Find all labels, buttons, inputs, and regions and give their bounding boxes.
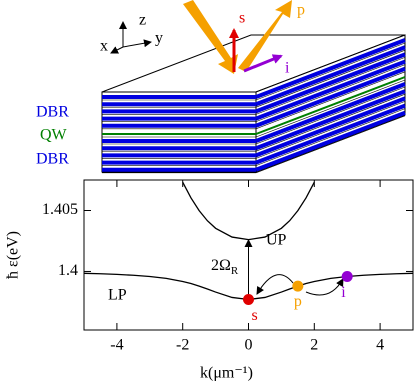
idler-beam <box>243 54 283 73</box>
layer <box>255 76 406 135</box>
state-label: s <box>252 307 258 324</box>
layer-edge <box>255 71 406 130</box>
state-label: i <box>341 284 346 301</box>
incident-beam <box>183 0 238 74</box>
scatter-arrow <box>256 274 294 295</box>
rabi-text: 2Ω <box>211 257 231 274</box>
x-tick-label: 4 <box>376 337 384 354</box>
beam-label: s <box>239 10 245 27</box>
layer <box>255 52 406 114</box>
axis-label: z <box>139 12 146 29</box>
curve-label: LP <box>108 287 127 304</box>
x-tick-label: 2 <box>310 337 318 354</box>
x-axis-arrow <box>110 46 124 54</box>
layer <box>255 45 406 107</box>
beam-label: p <box>297 2 305 19</box>
y-tick-label: 1.4 <box>58 262 78 279</box>
x-tick-label: -2 <box>176 337 189 354</box>
layer <box>255 89 406 151</box>
layer-edge <box>255 79 406 138</box>
layer-edge <box>255 57 406 115</box>
scatter-arrow <box>305 278 344 296</box>
microcavity-diagram: z y x s p i DBR QW DBR <box>36 0 406 174</box>
layer <box>255 103 406 165</box>
layer <box>255 38 406 99</box>
reflected-beam <box>238 0 292 72</box>
x-axis-label: k(μm⁻¹) <box>200 365 253 382</box>
layer <box>255 66 406 128</box>
state-point <box>292 280 304 292</box>
rabi-label: 2ΩR <box>211 257 239 277</box>
y-axis-label: ħ ε(eV) <box>5 231 22 279</box>
layer-edge <box>255 42 406 101</box>
dispersion-curve <box>182 181 315 241</box>
layer <box>255 59 406 121</box>
rabi-subscript: R <box>231 265 239 277</box>
curve-label: UP <box>266 232 287 249</box>
state-point <box>341 270 353 282</box>
axis-label: y <box>155 30 163 47</box>
state-point <box>243 294 254 306</box>
layer-label: QW <box>40 127 68 144</box>
beam-label: i <box>285 60 290 77</box>
layer-edge <box>255 49 406 108</box>
y-axis-arrow <box>122 39 152 48</box>
y-tick-label: 1.405 <box>42 201 78 218</box>
x-tick-label: -4 <box>110 337 123 354</box>
layer-label: DBR <box>36 104 69 121</box>
layer <box>255 82 406 143</box>
layer-label: DBR <box>36 151 69 168</box>
layer-edge <box>255 115 406 174</box>
layer-edge <box>255 86 406 145</box>
layer <box>255 96 406 158</box>
layer-edge <box>255 64 406 122</box>
layer-edge <box>255 108 406 166</box>
dispersion-plot: k(μm⁻¹) ħ ε(eV) -4 -2 0 2 41.41.405UPLP2ΩRsp… <box>5 179 414 382</box>
layer-edge <box>255 101 406 159</box>
state-label: p <box>294 293 302 310</box>
layer <box>255 110 406 172</box>
layer-stack <box>101 34 406 174</box>
layer-edge <box>255 93 406 152</box>
axis-label: x <box>100 38 108 55</box>
x-tick-label: 0 <box>245 337 253 354</box>
